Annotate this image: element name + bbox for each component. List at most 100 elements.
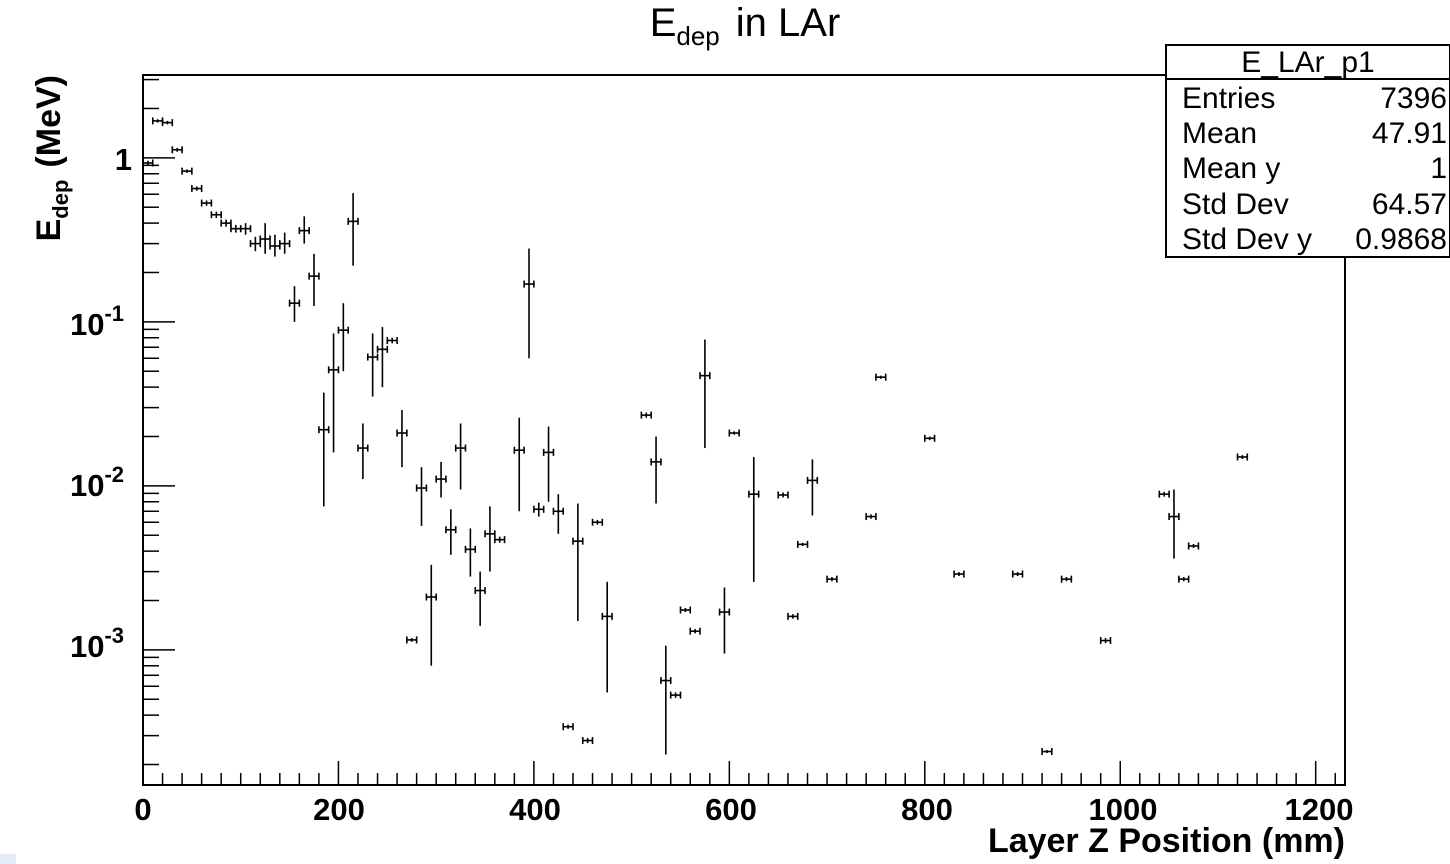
data-point (1041, 748, 1053, 756)
data-point (669, 691, 682, 699)
data-point (601, 581, 613, 693)
stats-label: Entries (1182, 82, 1275, 115)
data-point (542, 426, 555, 502)
stats-title: E_LAr_p1 (1241, 46, 1374, 79)
stats-value: 7396 (1380, 82, 1447, 115)
data-point (875, 373, 887, 381)
data-point (865, 513, 877, 521)
data-point (689, 627, 701, 635)
data-point (777, 491, 789, 499)
data-point (396, 410, 408, 468)
data-point (591, 518, 604, 526)
data-point (826, 575, 838, 583)
data-point (1236, 453, 1249, 461)
data-point (435, 461, 447, 498)
data-point (357, 423, 369, 480)
x-tick-label: 1200 (1285, 792, 1354, 827)
data-point (200, 199, 213, 207)
data-point (1178, 575, 1190, 583)
data-point (259, 223, 271, 254)
window-corner (0, 854, 16, 864)
x-tick-label: 200 (313, 792, 365, 827)
stats-value: 0.9868 (1355, 223, 1447, 256)
data-point (406, 636, 418, 644)
x-tick-label: 800 (901, 792, 953, 827)
stats-label: Std Dev y (1182, 223, 1312, 256)
data-point (327, 333, 340, 453)
data-point (533, 502, 545, 517)
x-tick-label: 0 (134, 792, 151, 827)
data-point (953, 570, 965, 578)
stats-label: Mean (1182, 117, 1257, 150)
data-point (494, 536, 506, 544)
data-point (151, 117, 164, 125)
x-axis-ticks (142, 761, 1336, 785)
data-point (1060, 575, 1073, 583)
data-point (279, 232, 291, 254)
plot-frame (142, 74, 1346, 786)
data-point (728, 429, 740, 437)
data-point (337, 303, 350, 372)
y-tick-label: 10-2 (70, 462, 124, 503)
data-point (288, 286, 301, 322)
data-point (699, 339, 711, 449)
data-point (1011, 570, 1024, 578)
data-point (308, 253, 320, 306)
data-point (239, 223, 252, 235)
data-point (376, 327, 389, 388)
data-point (171, 146, 183, 154)
stats-label: Std Dev (1182, 188, 1289, 221)
data-point (1168, 489, 1180, 559)
data-point (386, 336, 398, 344)
data-point (249, 236, 262, 252)
y-tick-label: 1 (115, 142, 132, 177)
data-point (660, 645, 672, 755)
data-point (513, 417, 525, 512)
data-point (650, 436, 662, 504)
data-point (718, 587, 731, 654)
x-tick-label: 600 (705, 792, 757, 827)
data-point (806, 459, 819, 516)
data-point (366, 333, 379, 397)
data-point (562, 723, 574, 731)
data-point (298, 216, 310, 244)
data-point (191, 185, 203, 193)
stats-value: 1 (1430, 152, 1447, 185)
data-point (484, 506, 496, 572)
stats-box: E_LAr_p1 Entries 7396 Mean 47.91 Mean y … (1165, 44, 1450, 258)
y-tick-label: 10-1 (70, 301, 124, 342)
data-point (161, 119, 174, 127)
x-tick-label: 1000 (1089, 792, 1158, 827)
data-point (796, 540, 809, 548)
data-point (581, 737, 594, 745)
data-point (142, 159, 154, 167)
data-point (220, 219, 232, 227)
data-point (415, 467, 428, 526)
data-point (748, 456, 760, 582)
data-point (552, 494, 565, 534)
chart-title: Edep in LAr (650, 1, 841, 51)
data-point (679, 606, 692, 614)
stats-value: 47.91 (1372, 117, 1447, 150)
data-point (230, 224, 242, 233)
data-point (269, 234, 281, 257)
data-point (445, 509, 457, 555)
data-point (454, 423, 467, 490)
data-point (1187, 542, 1200, 550)
x-axis-label: Layer Z Position (mm) (988, 822, 1345, 860)
data-point (464, 528, 477, 577)
data-point (1099, 637, 1112, 645)
data-point (474, 571, 486, 626)
data-point (523, 248, 535, 359)
data-point (210, 211, 222, 219)
data-point (787, 612, 799, 620)
data-point (923, 434, 936, 442)
data-point (1158, 490, 1170, 498)
y-axis-ticks (143, 78, 175, 766)
stats-value: 64.57 (1372, 188, 1447, 221)
y-axis-label: Edep(MeV) (30, 75, 73, 241)
data-point (318, 392, 330, 507)
data-points (142, 117, 1249, 756)
stats-label: Mean y (1182, 152, 1280, 185)
